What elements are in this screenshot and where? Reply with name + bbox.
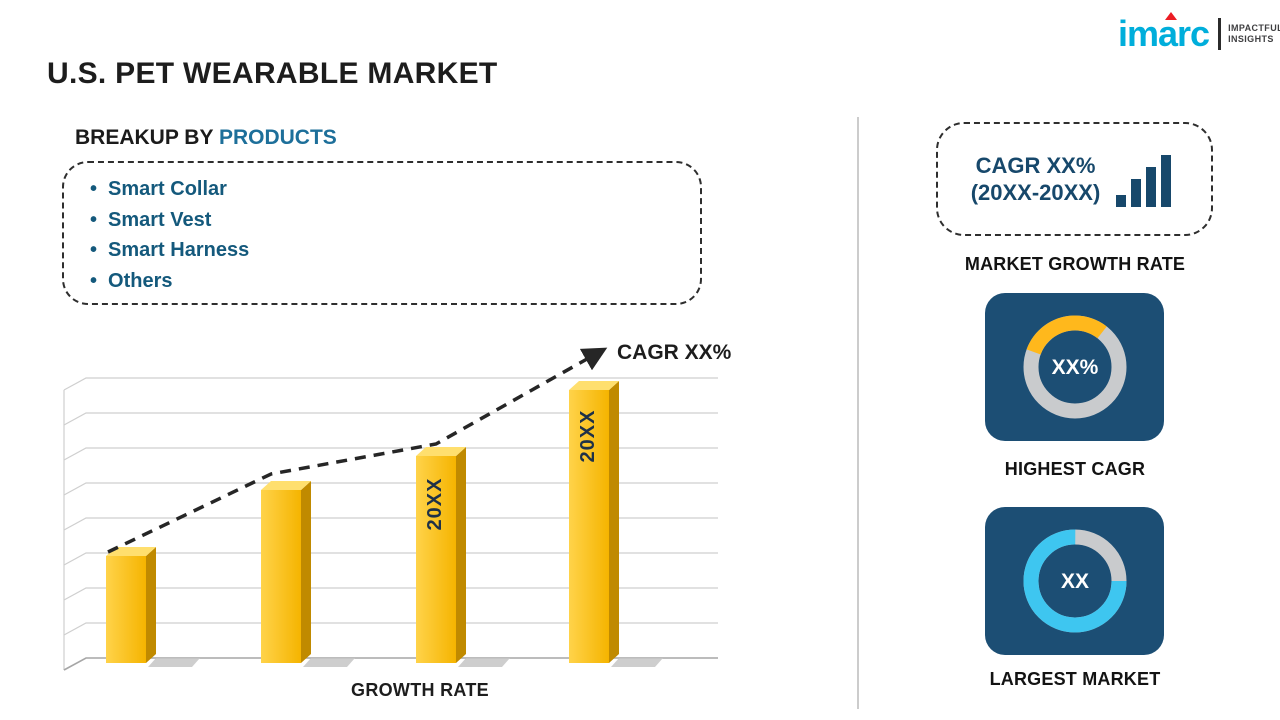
bar-3-label: 20XX	[424, 478, 446, 531]
largest-market-card: XX	[985, 507, 1164, 655]
logo-tagline: IMPACTFUL INSIGHTS	[1228, 23, 1280, 45]
breakup-heading: BREAKUP BY PRODUCTS	[75, 126, 337, 150]
bullet-icon: •	[90, 178, 98, 200]
logo-brand-wrap: imarc	[1118, 12, 1210, 54]
list-item: • Smart Collar	[90, 174, 700, 205]
bullet-icon: •	[90, 208, 98, 231]
page-title: U.S. PET WEARABLE MARKET	[47, 57, 498, 90]
growth-rate-bar-chart: 20XX 20XX	[58, 336, 738, 684]
highest-cagr-donut: XX%	[1023, 315, 1126, 419]
logo-separator	[1218, 18, 1222, 50]
logo-tagline-line2: INSIGHTS	[1228, 34, 1274, 44]
trend-arrow-line	[107, 347, 608, 554]
list-item: • Smart Vest	[90, 205, 700, 236]
vertical-divider	[857, 117, 859, 709]
list-item: • Smart Harness	[90, 235, 700, 266]
product-list: • Smart Collar • Smart Vest • Smart Harn…	[90, 174, 700, 296]
highest-cagr-label: HIGHEST CAGR	[1004, 459, 1146, 479]
highest-cagr-card: XX%	[985, 293, 1164, 441]
largest-market-value: XX	[1060, 570, 1088, 593]
breakup-heading-highlight: PRODUCTS	[218, 126, 337, 149]
cagr-box-text: CAGR XX% (20XX-20XX)	[971, 152, 1101, 206]
imarc-logo: imarc IMPACTFUL INSIGHTS	[1118, 12, 1280, 54]
chart-gridlines	[63, 377, 718, 670]
cagr-box-line1: CAGR XX%	[975, 153, 1096, 178]
product-label: Smart Harness	[108, 239, 250, 261]
logo-tagline-line1: IMPACTFUL	[1228, 23, 1280, 33]
breakup-heading-prefix: BREAKUP BY	[75, 126, 214, 149]
logo-brand-text: imarc	[1118, 13, 1210, 54]
chart-x-axis-title: GROWTH RATE	[351, 680, 489, 700]
growth-bars-icon	[1116, 155, 1172, 207]
bar-2	[261, 481, 311, 663]
bar-4	[569, 381, 619, 663]
bar-shadows	[148, 658, 663, 667]
product-label: Smart Collar	[108, 178, 227, 200]
bar-chart-svg: 20XX 20XX	[63, 347, 718, 671]
products-box: • Smart Collar • Smart Vest • Smart Harn…	[62, 161, 702, 305]
bullet-icon: •	[90, 239, 98, 261]
product-label: Smart Vest	[108, 208, 212, 231]
bar-3	[416, 447, 466, 663]
bar-1	[106, 547, 156, 663]
cagr-box: CAGR XX% (20XX-20XX)	[936, 122, 1213, 236]
bullet-icon: •	[90, 269, 98, 292]
trend-cagr-label: CAGR XX%	[617, 341, 732, 364]
largest-market-donut: XX	[1023, 529, 1126, 633]
highest-cagr-value: XX%	[1051, 356, 1098, 379]
product-label: Others	[108, 269, 173, 292]
logo-red-triangle-icon	[1165, 12, 1177, 20]
cagr-box-line2: (20XX-20XX)	[970, 180, 1101, 205]
bar-4-label: 20XX	[577, 410, 599, 463]
list-item: • Others	[90, 266, 700, 297]
largest-market-label: LARGEST MARKET	[989, 669, 1161, 689]
market-growth-rate-label: MARKET GROWTH RATE	[964, 254, 1186, 274]
